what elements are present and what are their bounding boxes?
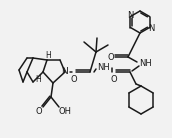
Text: N: N <box>127 11 134 20</box>
Text: O: O <box>71 75 77 84</box>
Text: H: H <box>45 51 51 59</box>
Text: NH: NH <box>98 63 110 72</box>
Text: O: O <box>108 52 114 62</box>
Text: H: H <box>35 75 41 83</box>
Text: NH: NH <box>139 59 151 67</box>
Text: OH: OH <box>58 107 72 116</box>
Text: N: N <box>148 24 155 33</box>
Text: O: O <box>111 75 117 83</box>
Text: N: N <box>62 67 68 76</box>
Text: O: O <box>36 107 42 116</box>
